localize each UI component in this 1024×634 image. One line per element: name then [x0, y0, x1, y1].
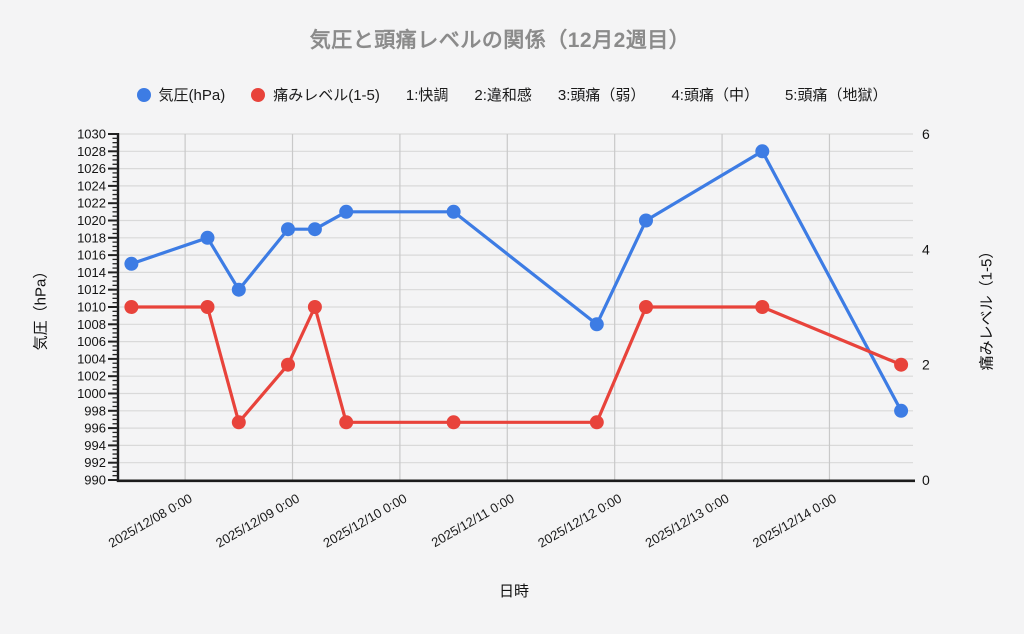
chart-title: 気圧と頭痛レベルの関係（12月2週目） — [309, 29, 691, 52]
y-left-tick-label: 990 — [84, 473, 106, 488]
y-left-tick-label: 1024 — [77, 178, 106, 193]
y-left-tick-label: 1002 — [77, 369, 106, 384]
pain-point — [894, 357, 909, 372]
legend-item-2: 1:快調 — [406, 84, 449, 105]
pressure-point — [894, 403, 909, 418]
x-tick-label: 2025/12/12 0:00 — [535, 491, 624, 551]
pain-point — [307, 300, 322, 314]
legend-label: 2:違和感 — [474, 87, 532, 104]
pain-point — [639, 300, 653, 314]
y-right-tick-label: 4 — [922, 241, 930, 257]
pain-point — [231, 415, 246, 430]
legend-label: 4:頭痛（中） — [671, 87, 759, 104]
pressure-point — [755, 144, 770, 159]
pain-point — [339, 415, 354, 430]
x-tick-label: 2025/12/10 0:00 — [321, 491, 410, 551]
y-left-tick-label: 1012 — [77, 282, 106, 297]
y-left-tick-label: 1016 — [77, 248, 106, 263]
pressure-point — [231, 282, 246, 297]
pain-point — [281, 357, 295, 372]
legend-label: 1:快調 — [405, 87, 449, 104]
y-left-tick-label: 1030 — [77, 127, 106, 142]
legend-item-0: 気圧(hPa) — [136, 84, 226, 105]
pressure-point — [307, 222, 322, 237]
y-right-tick-label: 6 — [922, 126, 930, 142]
legend-label: 気圧(hPa) — [158, 87, 226, 104]
legend-item-3: 2:違和感 — [474, 84, 532, 105]
y-left-tick-label: 1004 — [77, 351, 106, 366]
y-left-tick-label: 1010 — [77, 300, 106, 315]
y-left-tick-label: 1028 — [77, 144, 106, 159]
legend-label: 3:頭痛（弱） — [557, 87, 646, 104]
pain-point — [589, 415, 604, 430]
y-left-tick-label: 1000 — [77, 386, 106, 401]
pain-point — [124, 300, 139, 314]
pressure-point — [200, 230, 215, 245]
pain-point — [755, 300, 770, 314]
y-right-tick-label: 0 — [922, 472, 930, 488]
y-left-tick-label: 1022 — [77, 196, 106, 211]
pain-point — [446, 415, 461, 430]
legend-item-1: 痛みレベル(1-5) — [251, 84, 380, 105]
y-left-tick-label: 1006 — [77, 334, 106, 349]
y-left-tick-label: 996 — [84, 421, 106, 436]
pressure-line — [129, 149, 903, 413]
pressure-point — [446, 204, 461, 219]
y-right-tick-label: 2 — [922, 357, 930, 373]
x-tick-label: 2025/12/09 0:00 — [213, 491, 302, 551]
legend-label: 痛みレベル(1-5) — [273, 87, 380, 104]
x-axis-title: 日時 — [498, 583, 529, 600]
legend-item-4: 3:頭痛（弱） — [558, 84, 646, 105]
legend-item-6: 5:頭痛（地獄） — [785, 84, 888, 105]
chart-legend: 気圧(hPa) 痛みレベル(1-5) 1:快調 2:違和感 3:頭痛（弱） 4:頭痛（中）… — [0, 84, 1024, 105]
pressure-point — [639, 213, 653, 228]
x-tick-label: 2025/12/13 0:00 — [643, 491, 732, 551]
y-left-tick-label: 1014 — [77, 265, 106, 280]
pain-point — [200, 300, 215, 314]
legend-label: 5:頭痛（地獄） — [784, 87, 888, 104]
x-tick-label: 2025/12/14 0:00 — [750, 491, 839, 551]
y-left-tick-label: 998 — [84, 403, 106, 418]
y-left-tick-label: 994 — [84, 438, 106, 453]
y-left-tick-label: 1020 — [77, 213, 106, 228]
x-tick-label: 2025/12/08 0:00 — [106, 491, 195, 551]
x-tick-label: 2025/12/11 0:00 — [429, 491, 517, 550]
pressure-point — [281, 222, 295, 237]
y-left-tick-label: 1026 — [77, 161, 106, 176]
y-left-tick-label: 1008 — [77, 317, 106, 332]
legend-marker-icon — [136, 87, 151, 102]
y-left-tick-label: 992 — [84, 455, 106, 470]
y-left-tick-label: 1018 — [77, 230, 106, 245]
pressure-point — [124, 256, 139, 271]
legend-item-5: 4:頭痛（中） — [671, 84, 759, 105]
legend-marker-icon — [251, 87, 266, 102]
pressure-point — [339, 204, 354, 219]
pressure-point — [589, 317, 604, 332]
